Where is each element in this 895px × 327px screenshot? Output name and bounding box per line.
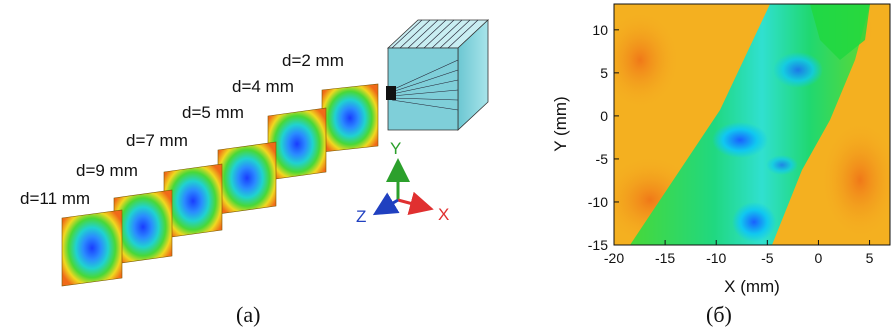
plane-d11 <box>61 209 123 287</box>
panel-a: d=2 mm d=4 mm d=5 mm d=7 mm d=9 mm d=11 … <box>20 19 490 327</box>
x-tick-label: -15 <box>655 250 675 266</box>
y-axis-title: Y (mm) <box>551 96 570 151</box>
plane-d5 <box>217 141 277 215</box>
label-d5: d=5 mm <box>182 103 244 122</box>
label-d11: d=11 mm <box>20 189 90 208</box>
label-d7: d=7 mm <box>126 131 188 150</box>
x-tick-label: -10 <box>706 250 726 266</box>
axis-label-z: Z <box>356 207 366 226</box>
y-tick-label: -5 <box>596 151 609 167</box>
axis-label-x: X <box>438 205 449 224</box>
plane-d9 <box>113 189 173 265</box>
x-tick-label: -20 <box>604 250 624 266</box>
label-d2: d=2 mm <box>282 51 344 70</box>
label-d4: d=4 mm <box>232 77 294 96</box>
caption-a: (a) <box>236 302 260 327</box>
x-axis-title: X (mm) <box>724 277 780 296</box>
x-tick-label: 0 <box>815 250 823 266</box>
x-tick-label: -5 <box>761 250 774 266</box>
plane-d2 <box>321 83 379 153</box>
label-d9: d=9 mm <box>76 161 138 180</box>
y-tick-label: 5 <box>600 65 608 81</box>
plane-d4 <box>267 107 327 181</box>
y-tick-label: -10 <box>588 194 608 210</box>
plane-d7 <box>163 163 223 239</box>
caption-b: (б) <box>706 302 732 327</box>
axis-label-y: Y <box>390 139 401 158</box>
y-tick-label: -15 <box>588 237 608 253</box>
prism <box>386 19 490 131</box>
y-tick-label: 10 <box>592 22 608 38</box>
heatmap-image <box>614 4 890 245</box>
x-tick-label: 5 <box>866 250 874 266</box>
axes-triad <box>372 158 434 216</box>
y-tick-label: 0 <box>600 108 608 124</box>
